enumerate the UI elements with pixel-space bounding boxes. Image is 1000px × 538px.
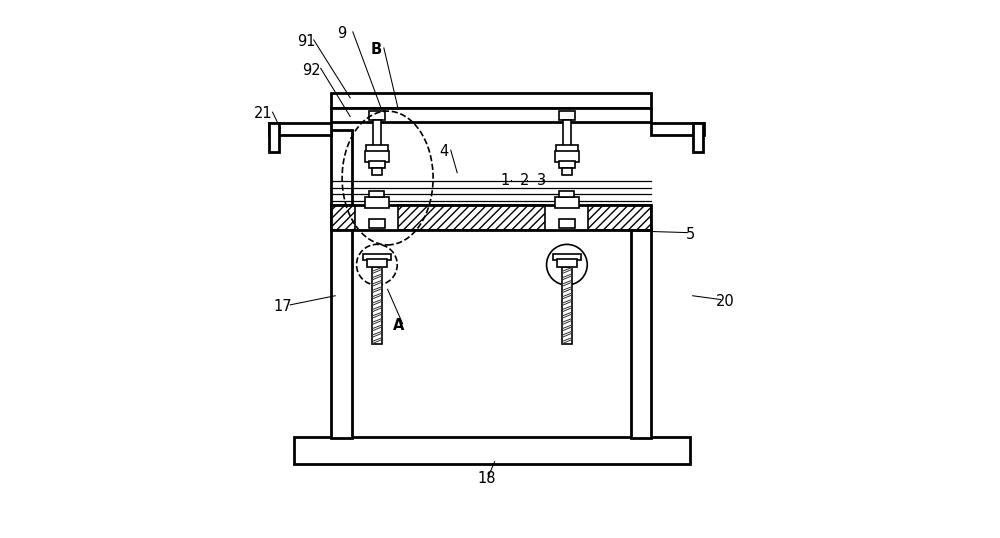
Bar — [372, 267, 382, 344]
Bar — [294, 436, 690, 464]
Bar — [562, 267, 572, 344]
Bar — [331, 205, 651, 230]
Text: 3: 3 — [537, 173, 546, 188]
Text: 1: 1 — [501, 173, 510, 188]
Bar — [366, 145, 388, 152]
Text: 4: 4 — [439, 144, 448, 159]
Bar — [555, 151, 579, 162]
Bar — [559, 161, 575, 168]
Bar — [559, 218, 575, 228]
Bar — [369, 161, 385, 168]
Bar — [363, 254, 391, 260]
Bar — [331, 205, 355, 230]
Bar — [562, 168, 572, 175]
Bar — [398, 205, 545, 230]
Bar — [559, 111, 575, 120]
Text: 21: 21 — [254, 107, 273, 121]
Bar — [372, 168, 382, 175]
Bar — [365, 197, 389, 208]
Text: 9: 9 — [337, 26, 347, 41]
Text: B: B — [370, 42, 381, 57]
Text: 20: 20 — [715, 294, 734, 309]
Bar — [553, 254, 581, 260]
Bar — [693, 123, 703, 152]
Bar — [373, 120, 381, 146]
Bar — [557, 259, 577, 267]
Text: 91: 91 — [297, 34, 315, 49]
Bar — [331, 130, 352, 437]
Bar — [369, 191, 384, 197]
Text: A: A — [393, 318, 404, 332]
Bar — [556, 145, 578, 152]
Text: 5: 5 — [685, 226, 695, 242]
Text: 2: 2 — [519, 173, 529, 188]
Bar — [331, 109, 651, 122]
Bar — [559, 191, 574, 197]
Text: 92: 92 — [302, 63, 321, 79]
Bar — [555, 197, 579, 208]
Text: 17: 17 — [274, 299, 293, 314]
Text: 18: 18 — [477, 471, 496, 486]
Bar — [269, 123, 279, 152]
Bar — [588, 205, 651, 230]
Bar — [651, 123, 704, 135]
Bar — [631, 229, 651, 437]
Bar — [269, 123, 331, 135]
Bar — [365, 151, 389, 162]
Bar — [331, 94, 651, 109]
Bar — [369, 218, 385, 228]
Bar — [369, 111, 385, 120]
Bar — [367, 259, 387, 267]
Bar — [563, 120, 571, 146]
